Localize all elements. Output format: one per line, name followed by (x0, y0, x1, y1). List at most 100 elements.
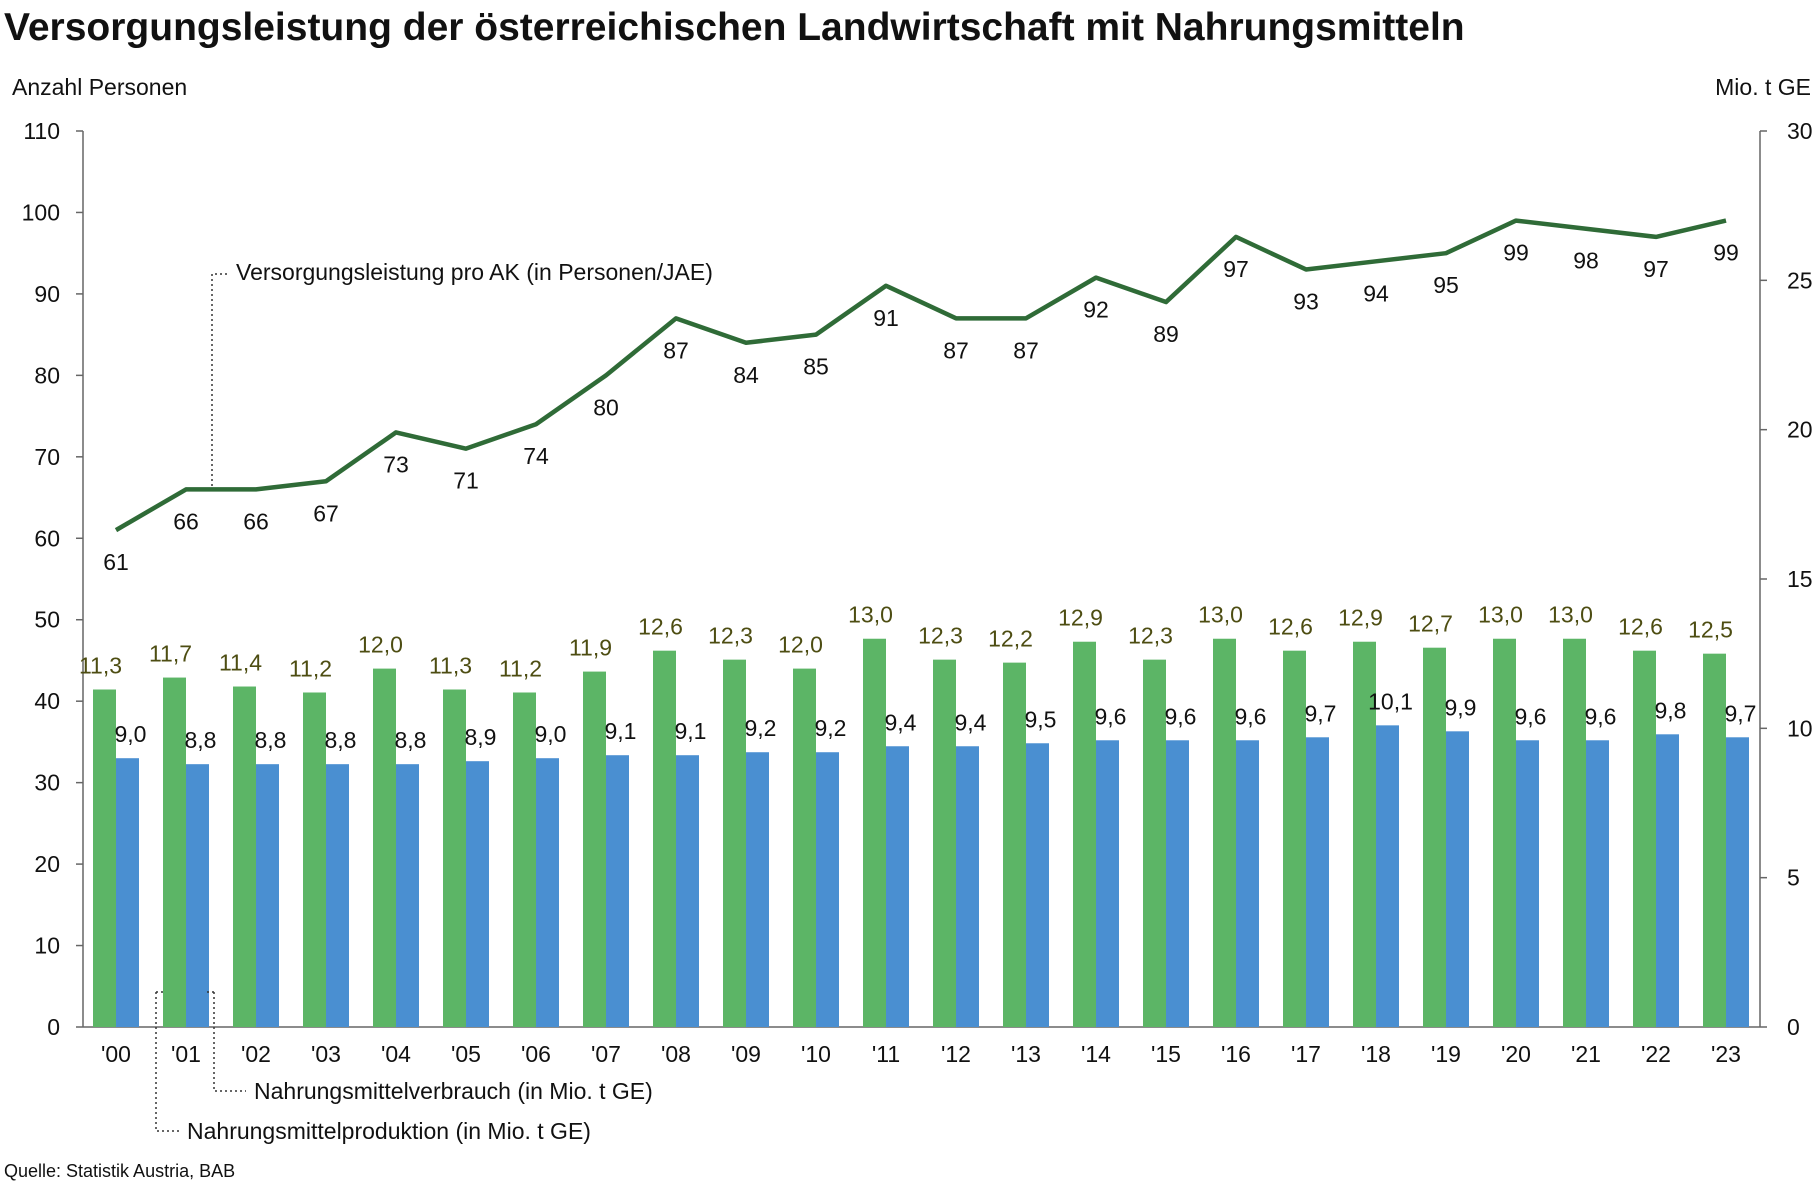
bar-verbrauch (1726, 737, 1749, 1027)
label-verbrauch: 9,4 (885, 709, 917, 735)
label-versorgung: 91 (873, 305, 899, 331)
bar-produktion (163, 677, 186, 1027)
bar-produktion (1213, 638, 1236, 1027)
bar-produktion (1353, 641, 1376, 1027)
x-tick-label: '02 (241, 1041, 271, 1067)
x-tick-label: '01 (171, 1041, 201, 1067)
label-verbrauch: 9,8 (1655, 697, 1687, 723)
left-tick-label: 0 (47, 1014, 60, 1040)
line-versorgung (114, 218, 1727, 533)
bar-produktion (933, 659, 956, 1027)
x-tick-label: '12 (941, 1041, 971, 1067)
label-produktion: 12,3 (1128, 623, 1173, 649)
label-versorgung: 61 (103, 549, 129, 575)
label-versorgung: 87 (943, 337, 969, 363)
label-verbrauch: 8,9 (465, 724, 497, 750)
label-verbrauch: 9,7 (1305, 700, 1337, 726)
label-verbrauch: 9,4 (955, 709, 987, 735)
label-versorgung: 84 (733, 362, 759, 388)
right-tick-label: 15 (1787, 566, 1813, 592)
label-produktion: 12,6 (638, 614, 683, 640)
bar-verbrauch (956, 746, 979, 1027)
bar-produktion (1563, 638, 1586, 1027)
x-tick-label: '14 (1081, 1041, 1111, 1067)
label-produktion: 13,0 (1478, 602, 1523, 628)
label-versorgung: 87 (663, 337, 689, 363)
line-series (114, 218, 1727, 533)
bar-verbrauch (676, 755, 699, 1027)
right-tick-label: 20 (1787, 417, 1813, 443)
bar-produktion (373, 668, 396, 1027)
x-tick-label: '11 (872, 1041, 900, 1067)
left-tick-label: 110 (23, 118, 60, 144)
label-produktion: 11,2 (499, 655, 542, 681)
bar-produktion (93, 689, 116, 1027)
left-tick-label: 50 (34, 607, 60, 633)
label-versorgung: 95 (1433, 272, 1459, 298)
x-tick-label: '23 (1711, 1041, 1741, 1067)
label-produktion: 11,3 (79, 653, 122, 679)
label-produktion: 12,2 (988, 626, 1033, 652)
bars (93, 638, 1749, 1027)
bar-produktion (1423, 647, 1446, 1027)
bar-verbrauch (116, 758, 139, 1027)
label-versorgung: 99 (1503, 240, 1529, 266)
label-produktion: 11,4 (219, 650, 262, 676)
bar-verbrauch (1026, 743, 1049, 1027)
bar-produktion (1703, 653, 1726, 1027)
label-verbrauch: 8,8 (395, 727, 427, 753)
bar-verbrauch (1586, 740, 1609, 1027)
right-tick-label: 0 (1787, 1014, 1800, 1040)
x-tick-label: '07 (591, 1041, 621, 1067)
bar-verbrauch (1446, 731, 1469, 1027)
label-produktion: 12,0 (778, 632, 823, 658)
label-versorgung: 87 (1013, 337, 1039, 363)
label-verbrauch: 9,2 (815, 715, 847, 741)
label-versorgung: 67 (313, 500, 339, 526)
leader-line-verbrauch (207, 991, 246, 1092)
bar-verbrauch (466, 761, 489, 1027)
x-tick-label: '05 (451, 1041, 481, 1067)
left-tick-label: 60 (34, 525, 60, 551)
label-verbrauch: 8,8 (185, 727, 217, 753)
bar-produktion (303, 692, 326, 1027)
bar-produktion (1073, 641, 1096, 1027)
legend-produktion: Nahrungsmittelproduktion (in Mio. t GE) (187, 1118, 591, 1144)
label-produktion: 12,5 (1688, 617, 1733, 643)
label-produktion: 11,2 (289, 655, 332, 681)
label-versorgung: 98 (1573, 248, 1599, 274)
label-produktion: 11,7 (149, 641, 192, 667)
label-produktion: 11,9 (569, 635, 612, 661)
bar-verbrauch (746, 752, 769, 1027)
label-verbrauch: 9,5 (1025, 706, 1057, 732)
label-versorgung: 74 (523, 443, 549, 469)
label-versorgung: 94 (1363, 280, 1389, 306)
label-versorgung: 71 (453, 468, 479, 494)
left-tick-label: 40 (34, 688, 60, 714)
label-verbrauch: 8,8 (255, 727, 287, 753)
label-verbrauch: 9,0 (535, 721, 567, 747)
bar-produktion (233, 686, 256, 1027)
x-tick-label: '00 (101, 1041, 131, 1067)
label-verbrauch: 9,7 (1725, 700, 1757, 726)
x-tick-label: '08 (661, 1041, 691, 1067)
bar-produktion (653, 650, 676, 1027)
x-tick-label: '22 (1641, 1041, 1671, 1067)
x-tick-label: '21 (1571, 1041, 1601, 1067)
annotations: Versorgungsleistung pro AK (in Personen/… (155, 259, 713, 1144)
bar-verbrauch (1516, 740, 1539, 1027)
label-produktion: 13,0 (1198, 602, 1243, 628)
bar-produktion (1493, 638, 1516, 1027)
x-tick-label: '09 (731, 1041, 761, 1067)
x-tick-label: '16 (1221, 1041, 1251, 1067)
bar-verbrauch (1166, 740, 1189, 1027)
bar-verbrauch (396, 764, 419, 1027)
label-versorgung: 97 (1223, 256, 1249, 282)
x-tick-label: '03 (311, 1041, 341, 1067)
axes: 0 10 20 30 40 50 60 70 80 90 100 110 0 5 10 15 20 25 30 '00… (22, 118, 1813, 1067)
x-tick-label: '06 (521, 1041, 551, 1067)
legend-verbrauch: Nahrungsmittelverbrauch (in Mio. t GE) (254, 1078, 653, 1104)
right-tick-label: 10 (1787, 715, 1813, 741)
right-tick-label: 25 (1787, 267, 1813, 293)
